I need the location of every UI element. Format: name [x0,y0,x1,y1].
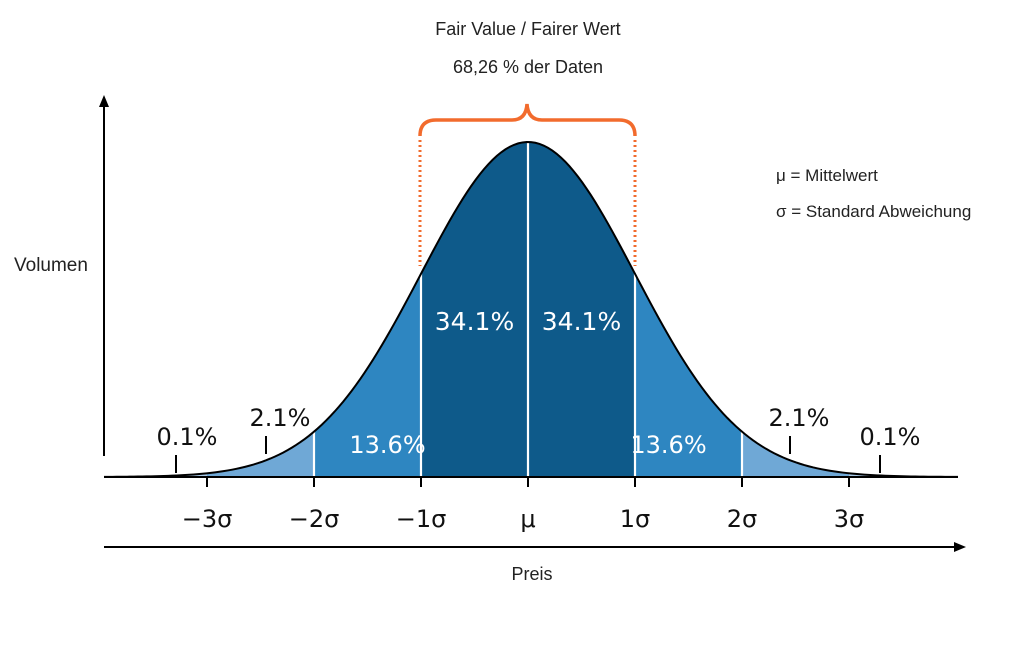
percentage-label: 34.1% [435,307,514,336]
x-axis-label: Preis [511,564,552,584]
percentage-markers [175,436,881,473]
x-tick-label: 3σ [834,505,864,533]
bell-curve [103,141,959,478]
x-tick-label: −2σ [289,505,340,533]
x-tick-label: −3σ [182,505,233,533]
percentage-label: 0.1% [157,423,218,451]
band-area-5 [742,431,849,477]
percentage-label: 13.6% [349,431,425,459]
x-tick-label: μ [520,505,535,533]
x-axis-tick-labels: −3σ −2σ −1σ μ 1σ 2σ 3σ [182,505,865,533]
x-axis-arrowhead [954,542,966,552]
percentage-label: 2.1% [769,404,830,432]
bracket-subtitle: 68,26 % der Daten [453,57,603,77]
band-dividers [312,142,744,477]
x-tick-label: −1σ [396,505,447,533]
legend-sigma: σ = Standard Abweichung [776,202,971,221]
x-tick-label: 1σ [620,505,650,533]
percentage-label: 13.6% [630,431,706,459]
percentage-label: 34.1% [542,307,621,336]
percentage-labels: 34.1% 34.1% 13.6% 13.6% 2.1% 2.1% 0.1% 0.1% [157,307,921,459]
fair-value-bracket [418,103,637,137]
x-axis-ticks [206,477,850,487]
percentage-label: 2.1% [250,404,311,432]
bracket-title: Fair Value / Fairer Wert [435,19,620,39]
y-axis-arrowhead [99,95,109,107]
percentage-label: 0.1% [860,423,921,451]
y-axis-label: Volumen [14,255,88,276]
legend-mu: μ = Mittelwert [776,166,878,185]
band-area-4 [207,431,314,477]
x-tick-label: 2σ [727,505,757,533]
